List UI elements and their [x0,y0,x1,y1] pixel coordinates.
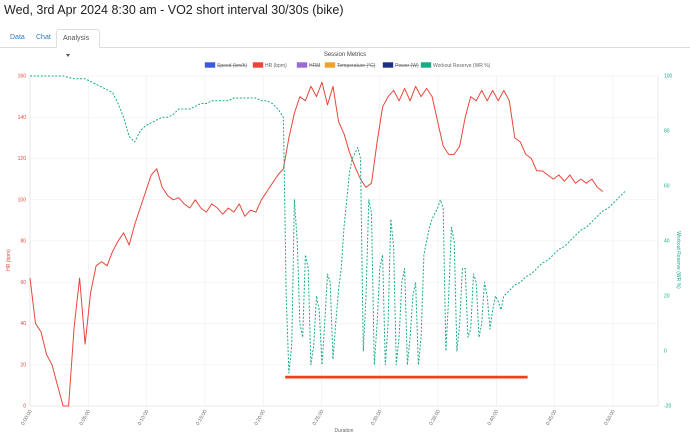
legend-swatch [296,62,308,68]
x-tick-label: 0:45:00 [545,409,559,427]
series-line-workout-reserve [30,75,626,374]
tab-analysis-label: Analysis [63,35,90,42]
tab-analysis[interactable]: Analysis [56,29,100,57]
legend-label: HR (bpm) [265,63,287,69]
legend-swatch [382,62,394,68]
x-tick-label: 0:15:00 [195,409,209,427]
tab-data-label: Data [10,34,25,41]
y-tick-left-label: 20 [20,362,26,368]
legend-label: Temperature (°C) [337,63,376,69]
x-tick-label: 0:25:00 [312,409,326,427]
y-tick-right-label: 40 [664,239,670,245]
tab-chat-label: Chat [36,34,51,41]
x-axis-label: Duration [335,428,354,434]
tab-chat[interactable]: Chat [30,29,57,48]
x-axis: 0:00:00 0:05:00 0:10:00 0:15:00 0:20:00 0:25:… [20,409,617,427]
session-metrics-chart: Session Metrics Speed (km/h) HR (bpm) HRM T… [6,52,681,434]
chart-grid [29,75,659,407]
y-tick-left-label: 0 [23,404,26,410]
y-tick-right-label: 0 [664,349,667,355]
x-tick-label: 0:10:00 [137,409,151,427]
y-axis-left: 0 20 40 60 80 100 120 140 160 [18,74,27,410]
y-axis-right-label: Workout Reserve (WR %) [675,231,681,289]
legend-swatch [252,62,264,68]
x-tick-label: 0:30:00 [370,409,384,427]
tab-bar: Data Chat Analysis [0,26,690,57]
y-axis-left-label: HR (bpm) [6,249,12,271]
legend-swatch [420,62,432,68]
y-tick-left-label: 60 [20,280,26,286]
x-tick-label: 0:50:00 [603,409,617,427]
y-axis-right: -20 0 20 40 60 80 100 [664,74,673,410]
tab-data[interactable]: Data [4,29,31,48]
y-tick-right-label: 60 [664,184,670,190]
legend-label: Power (W) [395,63,419,69]
legend-label: Speed (km/h) [217,63,247,69]
x-tick-label: 0:40:00 [487,409,501,427]
chevron-down-icon [66,53,70,57]
y-tick-right-label: -20 [664,404,671,410]
y-tick-left-label: 40 [20,321,26,327]
y-tick-left-label: 100 [18,197,27,203]
x-tick-label: 0:00:00 [20,409,34,427]
x-tick-label: 0:05:00 [78,409,92,427]
legend-swatch [204,62,216,68]
x-tick-label: 0:20:00 [253,409,267,427]
y-tick-right-label: 80 [664,129,670,135]
y-tick-left-label: 140 [18,115,27,121]
y-tick-left-label: 160 [18,74,27,80]
chart-legend: Speed (km/h) HR (bpm) HRM Temperature (°C) P… [204,62,491,69]
legend-label: HRM [309,63,320,69]
legend-swatch [324,62,336,68]
y-tick-right-label: 100 [664,74,673,80]
legend-label: Workout Reserve (WR %) [433,63,491,69]
chart-series [29,75,626,407]
series-line-hr [29,81,604,407]
y-tick-left-label: 120 [18,156,27,162]
x-tick-label: 0:35:00 [428,409,442,427]
chart-title: Session Metrics [324,52,366,58]
y-tick-right-label: 20 [664,294,670,300]
y-tick-left-label: 80 [20,239,26,245]
page-title: Wed, 3rd Apr 2024 8:30 am - VO2 short in… [4,3,344,17]
